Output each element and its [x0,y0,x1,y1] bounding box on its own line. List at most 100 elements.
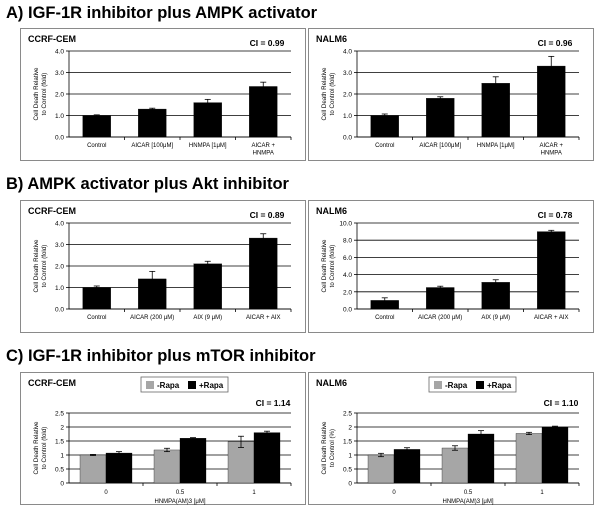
chart-panel-c-nalm6: NALM6 CI = 1.10 0 0.5 1 1.5 2 2.5 Cell Death Rel… [308,372,594,505]
y-tick-label: 0.0 [343,307,352,314]
y-axis-label: Cell Death Relativeto Control (fold) [33,421,48,475]
legend-swatch [188,381,196,389]
x-tick-label: AICAR + AIX [534,315,569,321]
bar [105,452,133,484]
x-tick-label: HNMPA [541,151,562,157]
bar [227,441,255,484]
bar [79,454,107,484]
y-tick-label: 0.0 [343,135,352,142]
chart-title: NALM6 [316,34,347,44]
y-axis-label-line2: to Control (%) [329,429,336,467]
chart-panel-c-ccrf-cem: CCRF-CEM CI = 1.14 0 0.5 1 1.5 2 2.5 Cell Death … [20,372,306,505]
x-tick-label: AIX (9 μM) [193,315,222,321]
chart-panel-a-ccrf-cem: CCRF-CEM CI = 0.99 0.0 1.0 2.0 3.0 4.0 Cell Dea… [20,28,306,161]
legend-label: -Rapa [157,381,180,390]
y-tick-label: 4.0 [343,49,352,56]
x-tick-label: Control [87,315,106,321]
legend-label: -Rapa [445,381,468,390]
chart-title: NALM6 [316,206,347,216]
chart-svg: NALM6 CI = 1.10 0 0.5 1 1.5 2 2.5 Cell Death Rel… [316,376,580,505]
y-tick-label: 2.0 [55,92,64,99]
legend-swatch [434,381,442,389]
y-axis-label: Cell Death Relativeto Control (fold) [321,239,336,293]
bar [82,287,111,310]
y-tick-label: 3.0 [55,242,64,249]
y-tick-label: 10.0 [339,221,352,228]
y-tick-label: 0 [60,481,64,488]
x-tick-label: 0 [392,490,396,496]
y-tick-label: 2 [60,425,64,432]
x-tick-label: AICAR (200 μM) [418,315,462,321]
y-tick-label: 4.0 [55,221,64,228]
bar [193,102,222,138]
x-tick-label: Control [375,143,394,149]
y-tick-label: 6.0 [343,255,352,262]
ci-annotation: CI = 0.99 [250,38,285,48]
ci-annotation: CI = 0.96 [538,38,573,48]
y-axis-label-line1: Cell Death Relative [321,67,328,121]
y-tick-label: 0.5 [55,467,64,474]
y-axis-label-line1: Cell Death Relative [321,239,328,293]
section-title-c: C) IGF-1R inhibitor plus mTOR inhibitor [6,347,316,365]
bar [153,449,181,484]
chart-panel-b-nalm6: NALM6 CI = 0.78 0.0 2.0 4.0 6.0 8.0 10.0 Cell De… [308,200,594,333]
x-tick-label: 0.5 [176,490,185,496]
y-axis-label-line1: Cell Death Relative [33,421,40,475]
x-tick-label: 1 [540,490,544,496]
ci-annotation: CI = 1.10 [544,398,579,408]
y-axis-label: Cell Death Relativeto Control (fold) [33,67,48,121]
chart-title: CCRF-CEM [28,378,76,388]
y-tick-label: 2.0 [55,264,64,271]
section-title-a: A) IGF-1R inhibitor plus AMPK activator [6,4,318,22]
y-tick-label: 4.0 [55,49,64,56]
y-tick-label: 0 [348,481,352,488]
y-axis-label-line2: to Control (fold) [329,245,336,288]
y-tick-label: 1 [348,453,352,460]
y-tick-label: 2.0 [343,92,352,99]
y-axis-label-line2: to Control (fold) [329,73,336,116]
x-tick-label: AICAR + [251,143,275,149]
x-tick-label: AIX (9 μM) [481,315,510,321]
y-tick-label: 1.5 [55,439,64,446]
x-tick-label: 0 [104,490,108,496]
bar [370,115,399,138]
y-tick-label: 0.5 [343,467,352,474]
y-tick-label: 1.0 [55,285,64,292]
bar [441,447,469,484]
x-tick-label: AICAR + AIX [246,315,281,321]
chart-svg: CCRF-CEM CI = 0.89 0.0 1.0 2.0 3.0 4.0 Cell Dea… [28,206,292,321]
bar [393,449,421,484]
x-tick-label: 1 [252,490,256,496]
y-axis-label-line2: to Control (fold) [41,427,48,470]
x-tick-label: AICAR (200 μM) [130,315,174,321]
x-tick-label: AICAR [100μM] [419,143,461,149]
legend-label: +Rapa [487,381,512,390]
y-axis-label-line1: Cell Death Relative [33,67,40,121]
x-tick-label: Control [375,315,394,321]
bar [138,108,167,138]
chart-panel-a-nalm6: NALM6 CI = 0.96 0.0 1.0 2.0 3.0 4.0 Cell Death … [308,28,594,161]
y-axis-label-line2: to Control (fold) [41,73,48,116]
chart-title: CCRF-CEM [28,206,76,216]
x-tick-label: AICAR [100μM] [131,143,173,149]
y-tick-label: 3.0 [55,70,64,77]
bar [467,433,495,484]
ci-annotation: CI = 1.14 [256,398,291,408]
chart-panel-b-ccrf-cem: CCRF-CEM CI = 0.89 0.0 1.0 2.0 3.0 4.0 Cell Dea… [20,200,306,333]
y-tick-label: 2.0 [343,289,352,296]
y-axis-label: Cell Death Relativeto Control (fold) [33,239,48,293]
y-axis-label: Cell Death Relativeto Control (fold) [321,67,336,121]
y-axis-label-line1: Cell Death Relative [33,239,40,293]
chart-title: NALM6 [316,378,347,388]
bar [193,263,222,310]
chart-svg: CCRF-CEM CI = 0.99 0.0 1.0 2.0 3.0 4.0 Cell Dea… [28,34,292,157]
x-tick-label: Control [87,143,106,149]
legend-swatch [476,381,484,389]
ci-annotation: CI = 0.89 [250,210,285,220]
x-tick-label: 0.5 [464,490,473,496]
y-tick-label: 2 [348,425,352,432]
x-tick-label: HNMPA [1μM] [189,143,227,149]
y-tick-label: 0.0 [55,307,64,314]
y-tick-label: 3.0 [343,70,352,77]
bar [179,438,207,484]
